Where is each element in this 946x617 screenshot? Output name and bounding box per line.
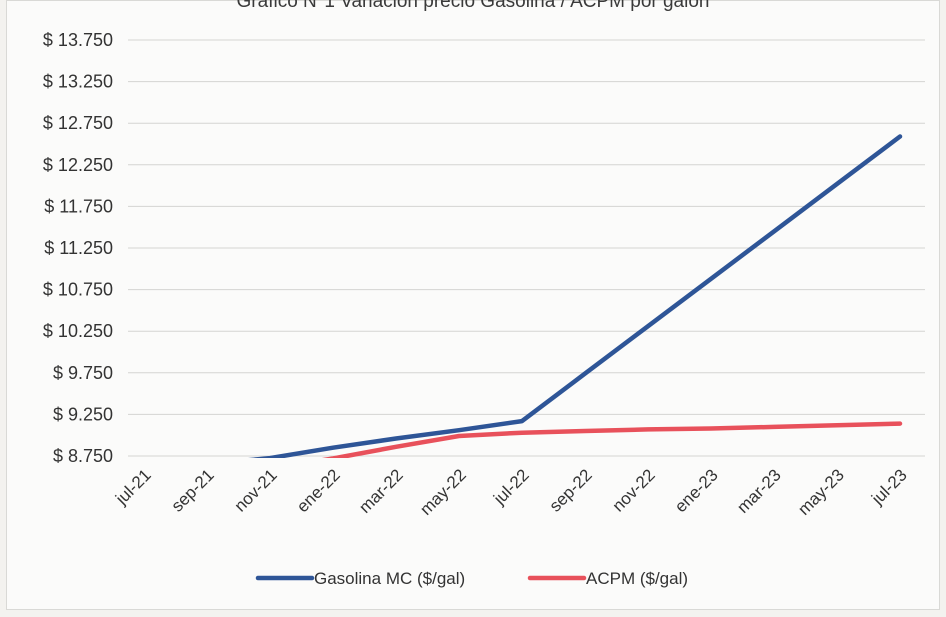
y-tick-label: $ 9.250	[53, 404, 113, 424]
chart-title: Gráfico N°1 Variación precio Gasolina / …	[236, 0, 710, 12]
x-tick-label: sep-21	[168, 465, 218, 515]
x-axis-ticks: jul-21 sep-21 nov-21 ene-22 mar-22 may-22 jul-…	[111, 465, 911, 519]
x-tick-label: ene-22	[293, 465, 344, 516]
series-line-2	[321, 421, 903, 458]
y-tick-label: $ 12.750	[43, 113, 113, 133]
y-tick-label: $ 11.750	[44, 196, 113, 216]
legend-label: Gasolina MC ($/gal)	[314, 569, 465, 588]
x-tick-label: jul-21	[111, 465, 155, 509]
chart-frame	[6, 0, 940, 610]
x-tick-label: jul-22	[489, 465, 533, 509]
x-tick-label: jul-23	[867, 465, 911, 509]
y-tick-label: $ 12.250	[43, 155, 113, 175]
legend: Gasolina MC ($/gal) ACPM ($/gal)	[255, 569, 688, 588]
y-tick-label: $ 11.250	[44, 238, 113, 258]
x-tick-label: mar-22	[355, 465, 407, 517]
y-tick-label: $ 9.750	[53, 363, 113, 383]
y-tick-label: $ 8.750	[53, 446, 113, 466]
x-tick-label: ene-23	[671, 465, 722, 516]
y-tick-label: $ 10.250	[43, 321, 113, 341]
series-lines	[248, 134, 903, 458]
x-tick-label: nov-22	[609, 465, 659, 515]
x-tick-label: may-22	[416, 465, 470, 519]
legend-label: ACPM ($/gal)	[586, 569, 688, 588]
x-tick-label: sep-22	[546, 465, 596, 515]
x-tick-label: nov-21	[231, 465, 281, 515]
y-axis-ticks: $ 8.750 $ 9.250 $ 9.750 $ 10.250 $ 10.750 $ 1…	[43, 30, 113, 466]
y-tick-label: $ 13.250	[43, 72, 113, 92]
series-line-1	[248, 134, 903, 458]
x-tick-label: mar-23	[733, 465, 785, 517]
x-tick-label: may-23	[794, 465, 848, 519]
y-tick-label: $ 13.750	[43, 30, 113, 50]
gridlines	[128, 39, 925, 457]
y-tick-label: $ 10.750	[43, 280, 113, 300]
